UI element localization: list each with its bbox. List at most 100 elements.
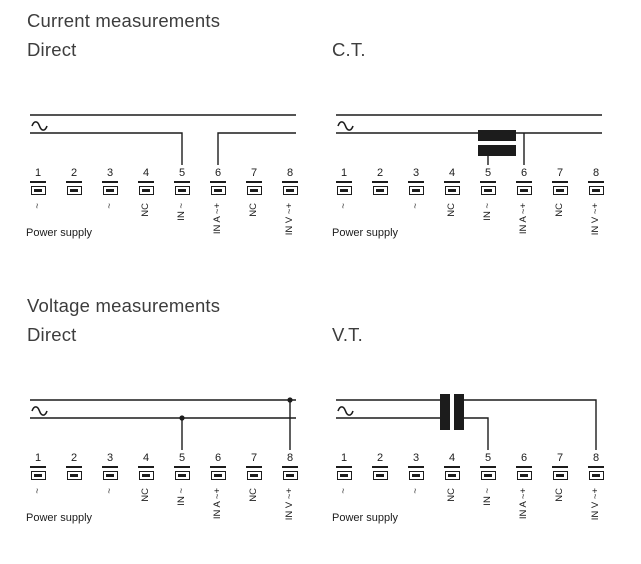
terminal-column: 8 IN V ~+ — [272, 167, 308, 235]
terminal-underline — [588, 466, 604, 468]
terminal-pin — [178, 473, 186, 478]
terminal-number: 1 — [34, 452, 42, 464]
terminal-row: 1 ~ 2 3 ~ 4 NC — [330, 167, 610, 261]
subheading-current-direct: Direct — [27, 39, 77, 60]
terminal-label: NC — [248, 203, 259, 217]
terminal-underline — [552, 181, 568, 183]
terminal-pin — [376, 473, 384, 478]
terminal-number: 3 — [412, 452, 420, 464]
terminal-number: 3 — [106, 452, 114, 464]
terminal-underline — [102, 181, 118, 183]
terminal-box — [372, 471, 388, 480]
terminal-pin — [214, 188, 222, 193]
terminal-number: 7 — [556, 452, 564, 464]
terminal-underline — [30, 181, 46, 183]
terminal-label: ~ — [32, 203, 43, 209]
terminal-column: 8 IN V ~+ — [578, 167, 614, 235]
terminal-number: 8 — [592, 452, 600, 464]
terminal-pin — [142, 188, 150, 193]
terminal-underline — [174, 181, 190, 183]
terminal-pin — [412, 188, 420, 193]
terminal-label: IN A ~+ — [518, 203, 529, 235]
terminal-pin — [70, 188, 78, 193]
terminal-column: 6 IN A ~+ — [506, 167, 542, 234]
terminal-column: 1 ~ — [20, 452, 56, 494]
power-supply-label: Power supply — [332, 512, 399, 524]
terminal-underline — [444, 181, 460, 183]
vt-symbol-secondary-bar — [454, 394, 464, 430]
terminal-column: 1 ~ — [20, 167, 56, 209]
terminal-underline — [210, 466, 226, 468]
terminal-row: 1 ~ 2 3 ~ 4 NC — [24, 167, 304, 261]
subheading-current-ct: C.T. — [332, 39, 366, 60]
terminal-box — [444, 471, 460, 480]
subheading-voltage-vt: V.T. — [332, 324, 363, 345]
terminal-label: IN A ~+ — [518, 488, 529, 520]
terminal-underline — [66, 181, 82, 183]
terminal-underline — [66, 466, 82, 468]
terminal-pin — [34, 473, 42, 478]
terminal-underline — [372, 466, 388, 468]
terminal-label: IN V ~+ — [590, 203, 601, 236]
terminal-pin — [142, 473, 150, 478]
terminal-pin — [520, 188, 528, 193]
diagram-current-ct: 1 ~ 2 3 ~ 4 NC — [330, 103, 610, 261]
terminal-number: 2 — [70, 167, 78, 179]
terminal-number: 8 — [286, 167, 294, 179]
terminal-box — [30, 186, 46, 195]
terminal-label: NC — [140, 203, 151, 217]
terminal-pin — [106, 188, 114, 193]
terminal-column: 6 IN A ~+ — [506, 452, 542, 519]
terminal-box — [372, 186, 388, 195]
terminal-pin — [484, 473, 492, 478]
terminal-label: ~ — [410, 488, 421, 494]
terminal-pin — [592, 188, 600, 193]
subheading-voltage-direct: Direct — [27, 324, 77, 345]
terminal-column: 5 IN ~ — [164, 167, 200, 221]
ac-symbol — [337, 406, 354, 416]
terminal-number: 4 — [448, 167, 456, 179]
power-supply-label: Power supply — [332, 227, 399, 239]
terminal-box — [588, 471, 604, 480]
terminal-box — [174, 471, 190, 480]
terminal-pin — [106, 473, 114, 478]
diagram-voltage-direct: 1 ~ 2 3 ~ 4 NC — [24, 388, 304, 546]
terminal-label: IN ~ — [176, 203, 187, 221]
terminal-label: NC — [554, 488, 565, 502]
wiring-voltage-direct — [30, 397, 296, 450]
terminal-pin — [556, 188, 564, 193]
terminal-box — [174, 186, 190, 195]
junction-dot — [179, 415, 185, 421]
terminal-number: 6 — [520, 452, 528, 464]
terminal-label: IN V ~+ — [284, 488, 295, 521]
terminal-label: NC — [248, 488, 259, 502]
terminal-label: NC — [446, 488, 457, 502]
terminal-number: 4 — [142, 452, 150, 464]
wiring-current-direct — [30, 114, 296, 165]
terminal-underline — [552, 466, 568, 468]
junction-dot — [287, 397, 293, 403]
terminal-number: 5 — [484, 452, 492, 464]
terminal-underline — [102, 466, 118, 468]
terminal-label: ~ — [410, 203, 421, 209]
terminal-column: 2 — [362, 452, 398, 488]
terminal-box — [552, 186, 568, 195]
terminal-box — [336, 471, 352, 480]
terminal-underline — [282, 466, 298, 468]
terminal-column: 1 ~ — [326, 452, 362, 494]
terminal-pin — [214, 473, 222, 478]
terminal-number: 2 — [376, 167, 384, 179]
terminal-number: 7 — [250, 452, 258, 464]
terminal-box — [30, 471, 46, 480]
terminal-pin — [448, 188, 456, 193]
terminal-number: 6 — [520, 167, 528, 179]
terminal-column: 4 NC — [434, 452, 470, 502]
terminal-underline — [336, 181, 352, 183]
terminal-number: 2 — [70, 452, 78, 464]
terminal-number: 1 — [340, 452, 348, 464]
terminal-underline — [336, 466, 352, 468]
terminal-column: 1 ~ — [326, 167, 362, 209]
terminal-column: 7 NC — [542, 452, 578, 502]
terminal-number: 8 — [286, 452, 294, 464]
terminal-underline — [588, 181, 604, 183]
